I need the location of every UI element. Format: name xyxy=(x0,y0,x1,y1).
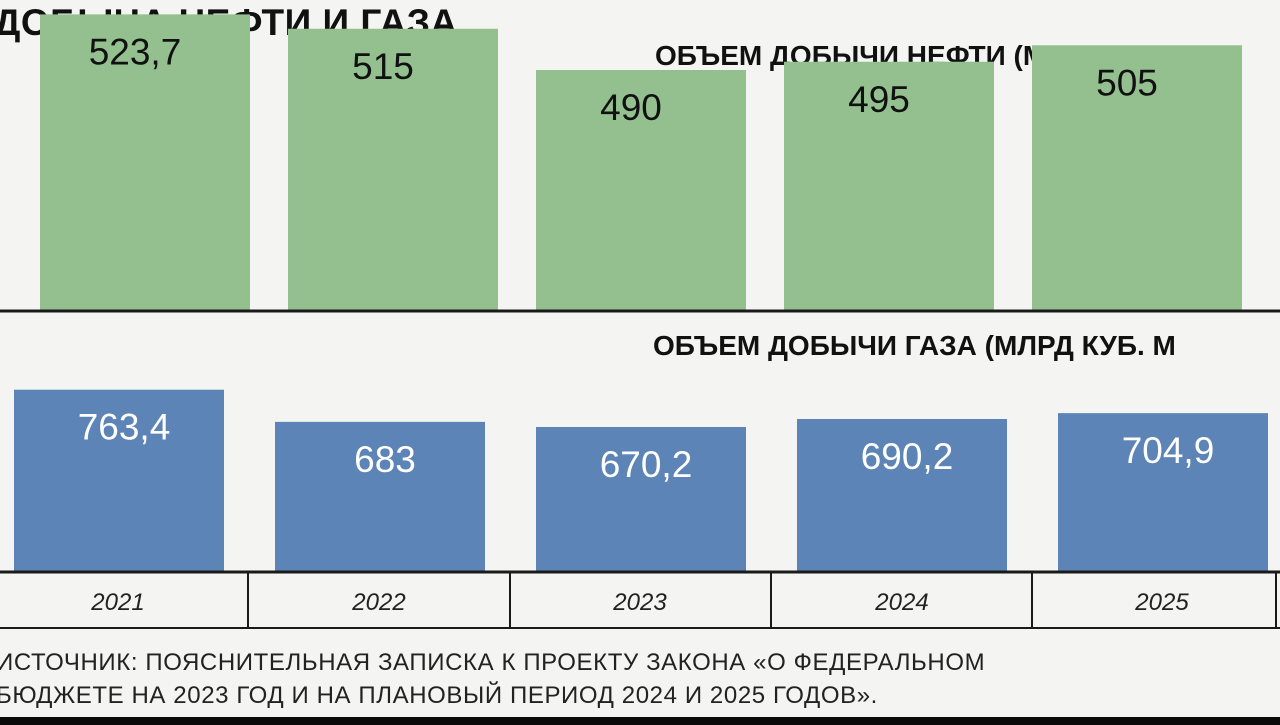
year-label-2022: 2022 xyxy=(351,589,405,616)
gas-bar-2023 xyxy=(536,427,746,571)
oil-value-label-2024: 495 xyxy=(848,79,910,120)
source-line-1: ИСТОЧНИК: ПОЯСНИТЕЛЬНАЯ ЗАПИСКА К ПРОЕКТ… xyxy=(0,649,986,676)
oil-bar-series: 523,7 515 490 495 505 xyxy=(40,14,1242,311)
gas-value-label-2024: 690,2 xyxy=(861,436,954,477)
bottom-border xyxy=(0,717,1280,725)
oil-bar-2025 xyxy=(1032,45,1242,310)
oil-bar-2021 xyxy=(40,14,250,311)
oil-value-label-2022: 515 xyxy=(352,46,414,87)
gas-bar-series: 763,4 683 670,2 690,2 704,9 xyxy=(14,389,1268,571)
oil-gas-bar-chart: 523,7 515 490 495 505 763,4 683 670,2 690,2 704,… xyxy=(0,14,1280,629)
chart-axes xyxy=(0,309,1280,629)
source-note: ИСТОЧНИК: ПОЯСНИТЕЛЬНАЯ ЗАПИСКА К ПРОЕКТ… xyxy=(0,646,1280,712)
oil-bar-2022 xyxy=(288,28,498,310)
source-line-2: БЮДЖЕТЕ НА 2023 ГОД И НА ПЛАНОВЫЙ ПЕРИОД… xyxy=(0,682,878,709)
oil-value-label-2023: 490 xyxy=(600,87,662,128)
year-label-2025: 2025 xyxy=(1134,589,1189,616)
gas-bar-2025 xyxy=(1058,413,1268,571)
gas-bar-2024 xyxy=(797,419,1007,571)
gas-value-label-2025: 704,9 xyxy=(1122,430,1215,471)
gas-value-label-2021: 763,4 xyxy=(78,407,171,448)
year-axis: 2021 2022 2023 2024 2025 xyxy=(90,572,1277,628)
gas-chart-subtitle: ОБЪЕМ ДОБЫЧИ ГАЗА (МЛРД КУБ. М xyxy=(653,330,1176,361)
oil-bar-2023 xyxy=(536,70,746,310)
oil-value-label-2021: 523,7 xyxy=(89,31,182,72)
gas-value-label-2022: 683 xyxy=(354,439,416,480)
year-label-2024: 2024 xyxy=(874,589,928,616)
year-label-2021: 2021 xyxy=(90,589,144,616)
oil-value-label-2025: 505 xyxy=(1096,62,1158,103)
gas-value-label-2023: 670,2 xyxy=(600,444,693,485)
year-label-2023: 2023 xyxy=(612,589,667,616)
oil-bar-2024 xyxy=(784,61,994,310)
gas-bar-2022 xyxy=(275,421,485,571)
gas-bar-2021 xyxy=(14,389,224,571)
